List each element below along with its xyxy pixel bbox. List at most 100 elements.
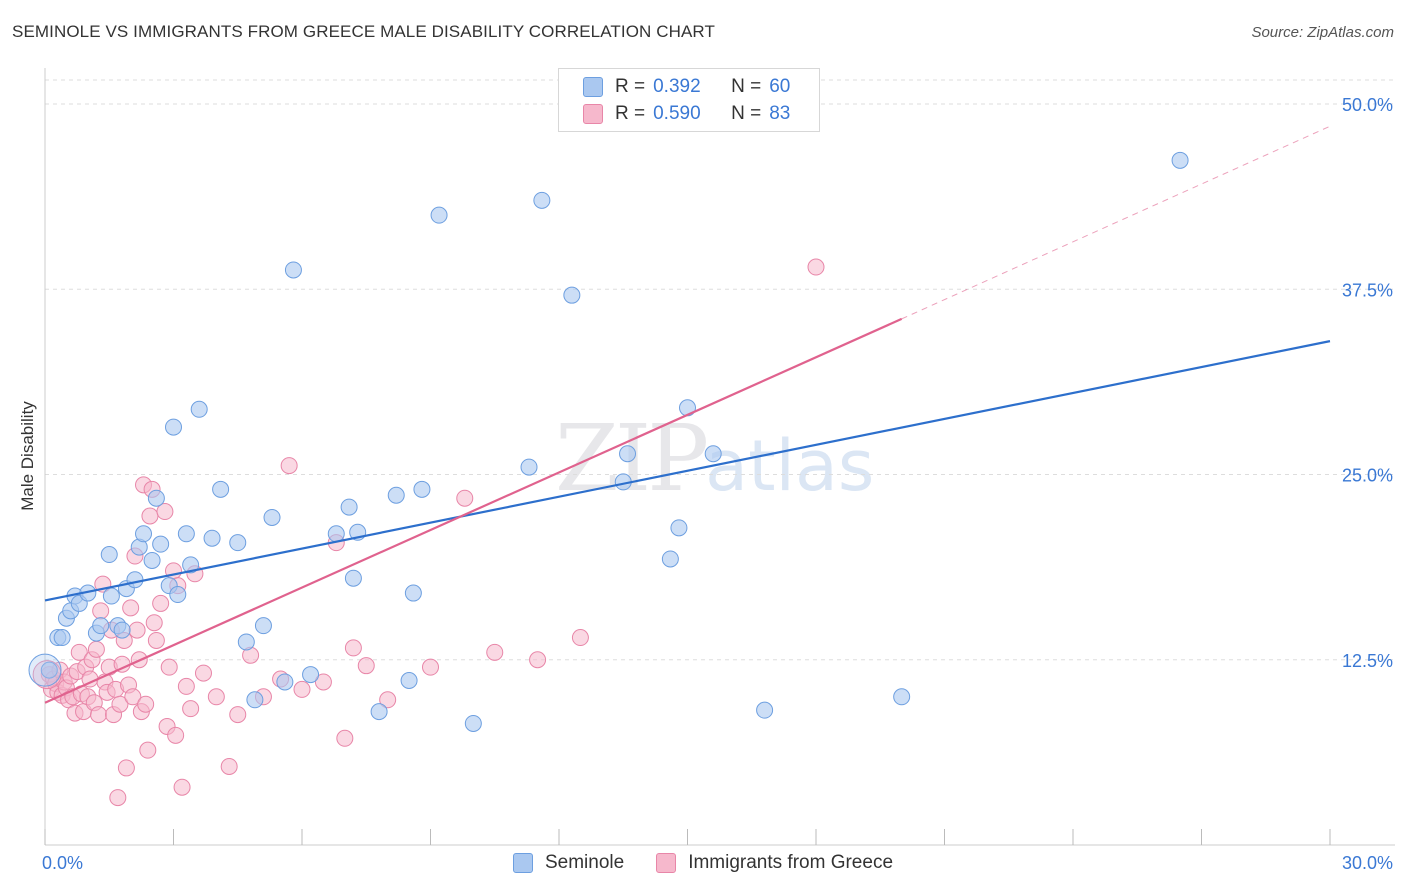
data-point-seminole xyxy=(246,691,264,709)
data-point-greece xyxy=(486,643,504,661)
data-point-seminole xyxy=(893,688,911,706)
y-tick-label: 50.0% xyxy=(1342,95,1393,115)
legend-label-seminole: Seminole xyxy=(544,852,625,873)
data-point-seminole xyxy=(340,498,358,516)
data-point-greece xyxy=(167,726,185,744)
data-point-seminole xyxy=(756,701,774,719)
axes xyxy=(44,68,1395,846)
data-point-seminole xyxy=(430,206,448,224)
y-tick-label: 25.0% xyxy=(1342,466,1393,486)
data-point-greece xyxy=(229,706,247,724)
data-point-seminole xyxy=(203,529,221,547)
data-point-greece xyxy=(529,651,547,669)
data-point-seminole xyxy=(520,458,538,476)
series-legend: Seminole Immigrants from Greece xyxy=(0,852,1406,874)
data-point-greece xyxy=(379,691,397,709)
data-point-greece xyxy=(220,757,238,775)
data-point-greece xyxy=(90,706,108,724)
data-point-greece xyxy=(111,695,129,713)
data-point-greece xyxy=(141,507,159,525)
data-point-greece xyxy=(87,640,105,658)
data-point-seminole xyxy=(344,569,362,587)
data-point-greece xyxy=(207,688,225,706)
trend-line-greece-extension xyxy=(901,125,1331,320)
data-point-greece xyxy=(177,677,195,695)
data-point-greece xyxy=(70,643,88,661)
data-point-greece xyxy=(160,658,178,676)
data-point-seminole xyxy=(619,445,637,463)
tick-labels: 12.5% 25.0% 37.5% 50.0% 0.0% 30.0% xyxy=(42,95,1393,873)
greece-swatch xyxy=(656,853,677,873)
data-point-seminole xyxy=(113,621,131,639)
data-point-seminole xyxy=(400,671,418,689)
data-point-greece xyxy=(293,680,311,698)
data-point-greece xyxy=(336,729,354,747)
data-point-greece xyxy=(182,700,200,718)
data-point-seminole xyxy=(327,525,345,543)
data-point-greece xyxy=(194,664,212,682)
data-point-seminole xyxy=(387,486,405,504)
y-tick-label: 12.5% xyxy=(1342,651,1393,671)
legend-item-greece: Immigrants from Greece xyxy=(656,852,893,874)
data-point-seminole xyxy=(370,703,388,721)
data-point-seminole xyxy=(92,617,110,635)
data-point-greece xyxy=(807,258,825,276)
source-label: Source: ZipAtlas.com xyxy=(1251,24,1394,41)
data-point-seminole xyxy=(126,571,144,589)
data-point-seminole xyxy=(177,525,195,543)
seminole-swatch xyxy=(512,853,533,873)
data-point-seminole xyxy=(53,629,71,647)
data-point-seminole xyxy=(135,525,153,543)
data-point-seminole xyxy=(464,714,482,732)
data-point-seminole xyxy=(661,550,679,568)
data-point-seminole xyxy=(40,661,58,679)
n-label: N = xyxy=(731,103,762,124)
data-point-seminole xyxy=(263,508,281,526)
x-tick-label: 0.0% xyxy=(42,853,83,873)
data-point-greece xyxy=(152,594,170,612)
data-point-seminole xyxy=(143,551,161,569)
data-point-greece xyxy=(117,759,135,777)
data-point-seminole xyxy=(212,480,230,498)
data-point-seminole xyxy=(413,480,431,498)
data-point-seminole xyxy=(102,587,120,605)
data-point-seminole xyxy=(284,261,302,279)
data-point-greece xyxy=(145,614,163,632)
legend-label-greece: Immigrants from Greece xyxy=(688,852,894,873)
data-point-seminole xyxy=(165,418,182,436)
r-label: R = xyxy=(615,76,646,97)
data-point-seminole xyxy=(404,584,422,602)
series-immigrants-from-greece xyxy=(32,258,825,807)
data-point-seminole xyxy=(670,519,688,537)
data-point-greece xyxy=(109,789,127,807)
n-label: N = xyxy=(731,76,762,97)
data-point-greece xyxy=(156,503,174,521)
r-value: 0.590 xyxy=(653,103,701,124)
r-value: 0.392 xyxy=(653,76,701,97)
series-seminole xyxy=(28,151,1189,732)
data-point-seminole-cluster xyxy=(28,653,62,687)
trend-line-greece xyxy=(44,317,903,704)
data-point-seminole xyxy=(237,633,255,651)
correlation-legend: R = 0.392 N = 60 R = 0.590 N = 83 xyxy=(558,68,820,132)
seminole-swatch xyxy=(583,77,603,97)
data-point-seminole xyxy=(276,673,294,691)
data-point-seminole xyxy=(533,191,551,209)
trend-lines xyxy=(44,125,1331,704)
data-point-greece xyxy=(422,658,439,676)
data-point-seminole xyxy=(100,546,118,564)
data-point-seminole xyxy=(704,445,722,463)
data-point-seminole xyxy=(190,400,208,418)
data-point-greece xyxy=(122,599,140,617)
data-point-seminole xyxy=(229,534,247,552)
data-point-greece xyxy=(147,631,165,649)
data-point-seminole xyxy=(169,586,187,604)
r-label: R = xyxy=(615,103,646,124)
data-point-seminole xyxy=(182,556,200,574)
data-point-greece xyxy=(173,778,191,796)
n-value: 83 xyxy=(769,103,791,124)
data-point-greece xyxy=(344,639,362,657)
data-point-greece xyxy=(128,621,146,639)
data-point-seminole xyxy=(302,666,320,684)
